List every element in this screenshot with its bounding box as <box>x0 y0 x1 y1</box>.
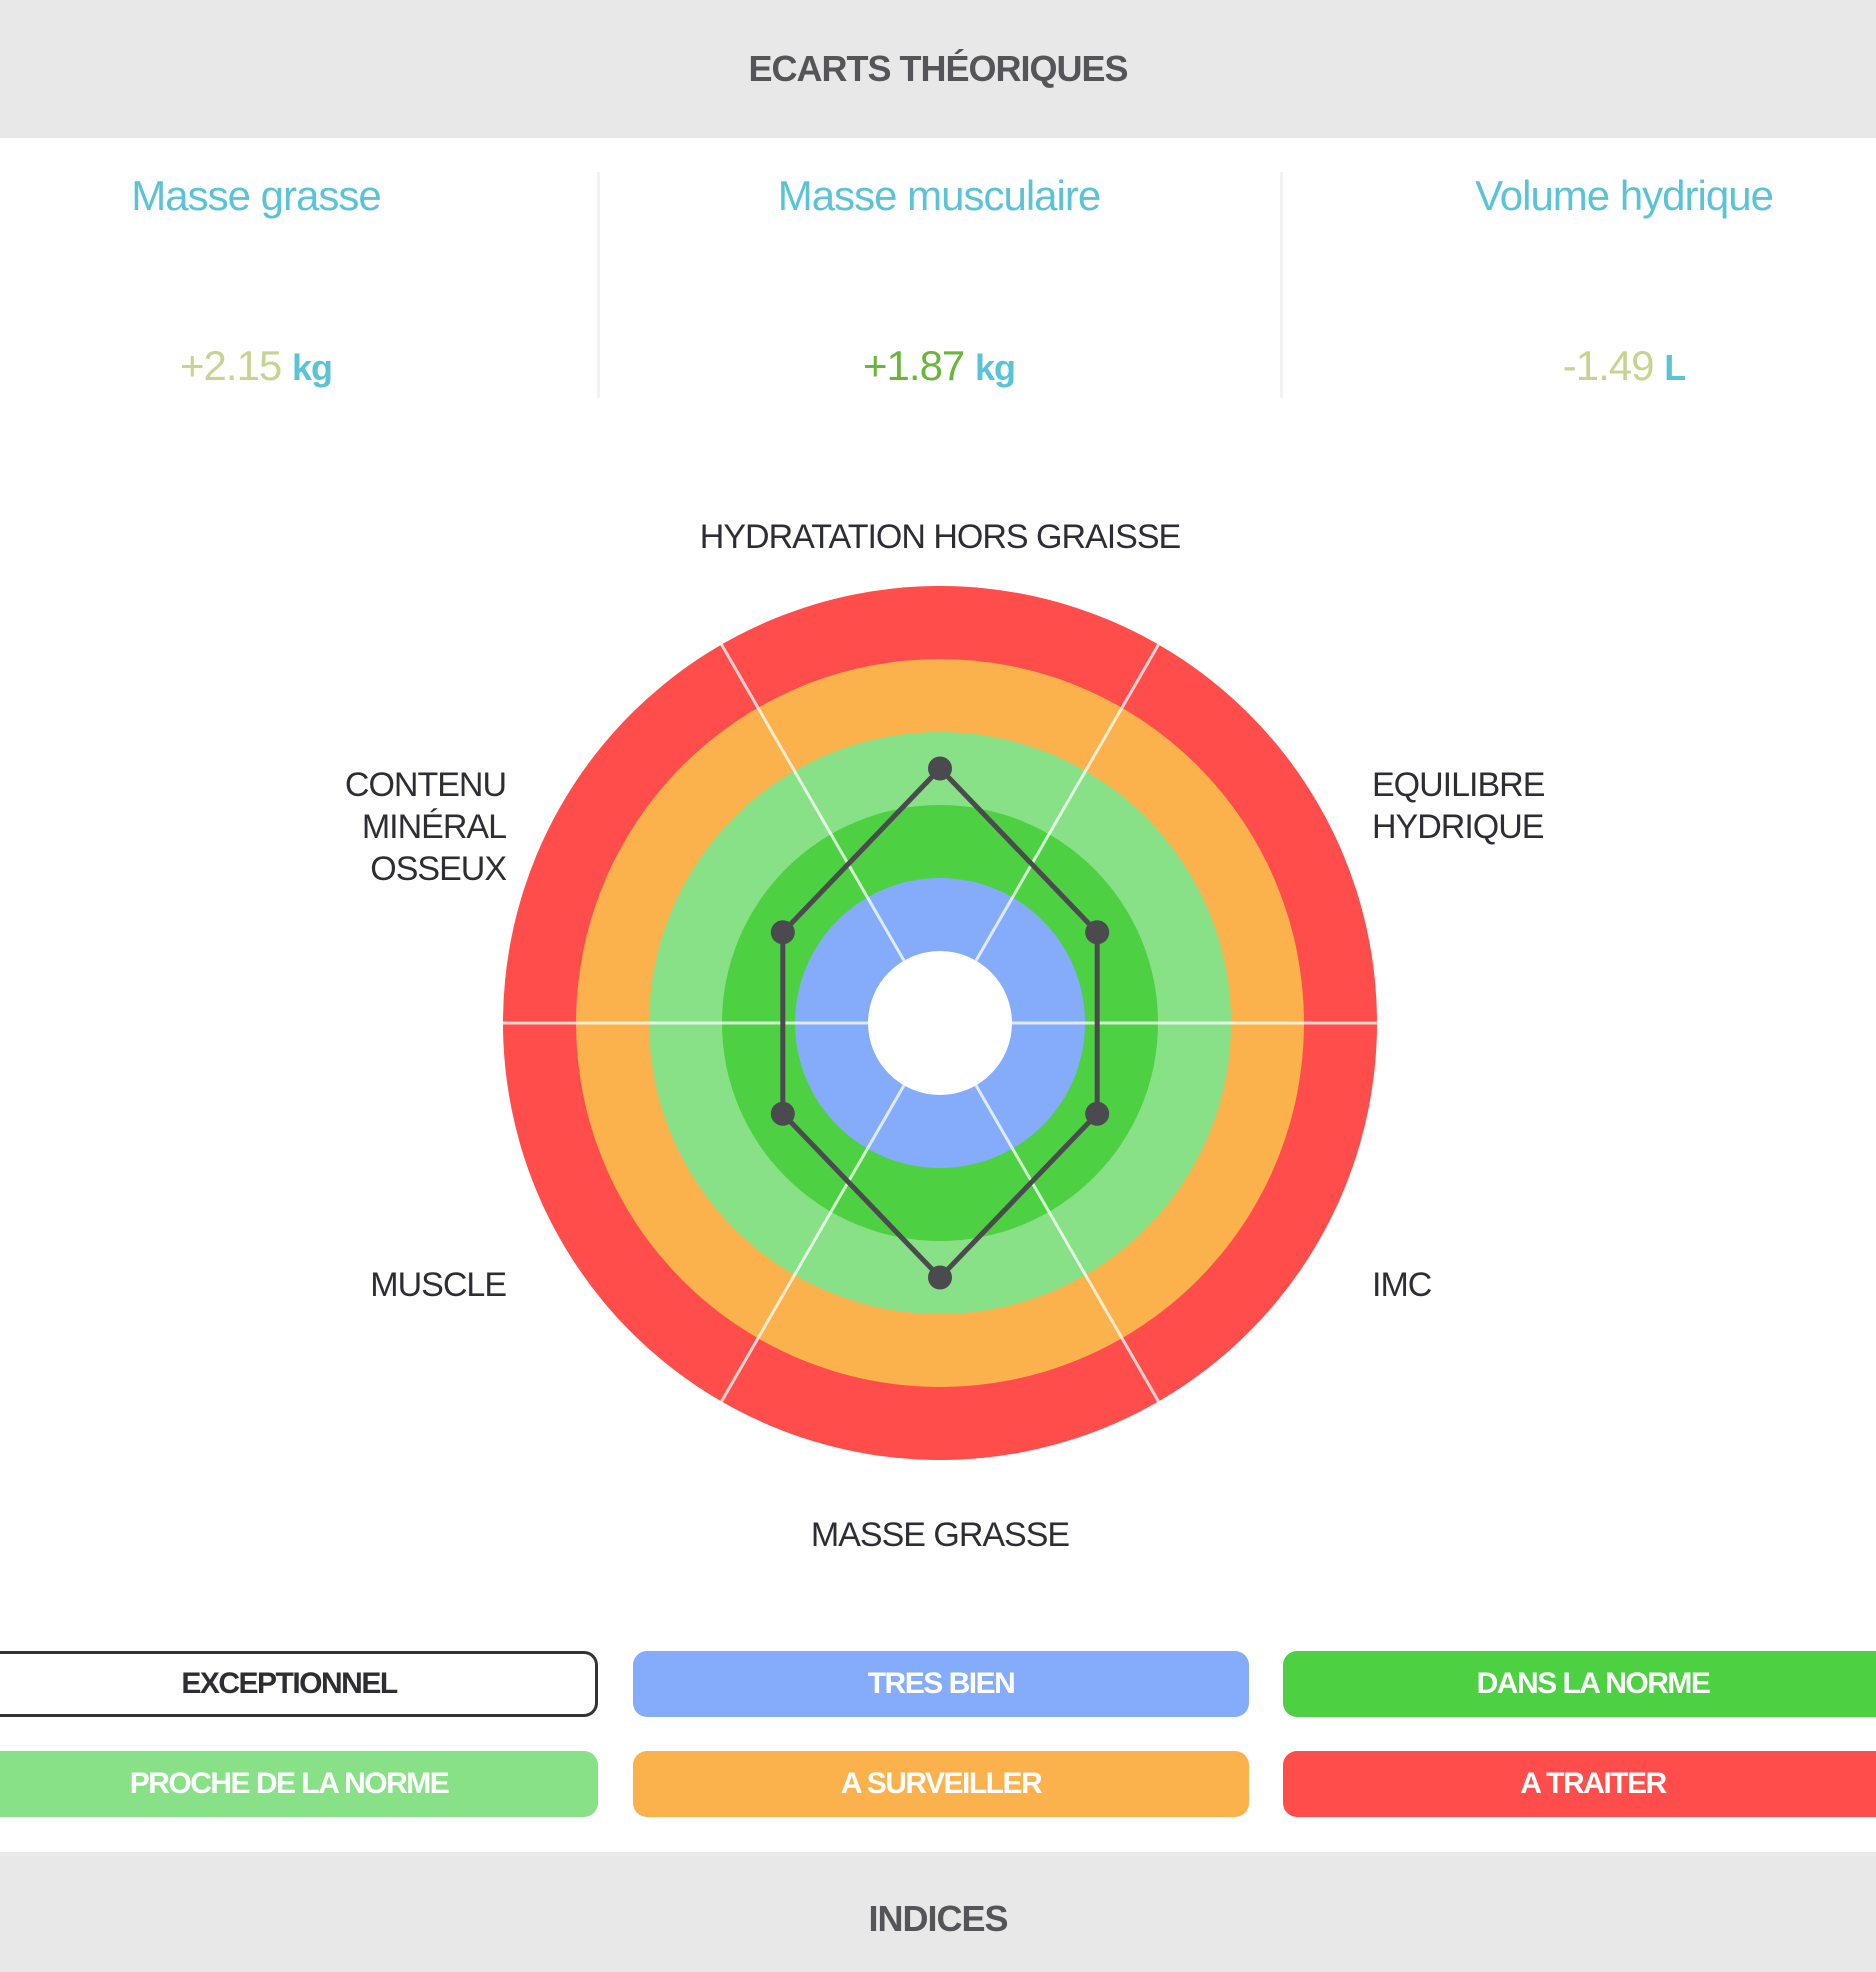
axis-label-contenu-mineral-osseux: CONTENU MINÉRAL OSSEUX <box>344 766 507 888</box>
data-point[interactable] <box>770 1101 795 1126</box>
metrics-row: Masse grasse +2.15 kg Masse musculaire +… <box>0 172 1876 398</box>
axis-label-hydratation: HYDRATATION HORS GRAISSE <box>699 518 1181 556</box>
sector-line <box>720 643 906 962</box>
legend-exceptionnel: EXCEPTIONNEL <box>0 1651 598 1717</box>
sector-line <box>974 643 1160 962</box>
metric-volume-hydrique: Volume hydrique -1.49 L <box>1368 172 1876 398</box>
metric-value: -1.49 L <box>1368 342 1876 390</box>
divider <box>1280 172 1283 398</box>
metric-unit: kg <box>974 347 1016 388</box>
axis-label-imc: IMC <box>1372 1266 1432 1304</box>
legend-a-surveiller: A SURVEILLER <box>633 1751 1249 1817</box>
axis-label-masse-grasse: MASSE GRASSE <box>810 1516 1070 1554</box>
metric-label: Masse grasse <box>131 172 381 219</box>
metric-value: +2.15 kg <box>0 342 512 390</box>
metric-unit: L <box>1664 347 1686 388</box>
legend-tres-bien: TRES BIEN <box>633 1651 1249 1717</box>
metric-number: +1.87 <box>863 342 965 389</box>
ring-exceptionnel <box>868 951 1012 1095</box>
legend-proche-de-la-norme: PROCHE DE LA NORME <box>0 1751 598 1817</box>
axis-label-muscle: MUSCLE <box>370 1266 507 1304</box>
section-title: INDICES <box>868 1898 1008 1939</box>
divider <box>597 172 600 398</box>
metric-number: -1.49 <box>1562 342 1655 389</box>
legend-dans-la-norme: DANS LA NORME <box>1283 1651 1876 1717</box>
axis-label-equilibre-hydrique: EQUILIBRE HYDRIQUE <box>1372 766 1545 846</box>
data-point[interactable] <box>1085 920 1110 945</box>
chart-series <box>770 756 1110 1290</box>
chart-rings <box>503 586 1377 1460</box>
radar-chart <box>503 586 1377 1460</box>
data-point[interactable] <box>928 756 952 781</box>
data-point[interactable] <box>1085 1101 1110 1126</box>
data-point[interactable] <box>770 920 795 945</box>
section-header-ecarts: ECARTS THÉORIQUES <box>0 0 1876 138</box>
metric-label: Masse musculaire <box>777 172 1101 219</box>
legend-a-traiter: A TRAITER <box>1283 1751 1876 1817</box>
metric-label: Volume hydrique <box>1475 172 1774 219</box>
section-header-indices: INDICES <box>0 1852 1876 1972</box>
metric-number: +2.15 <box>180 342 282 389</box>
data-point[interactable] <box>928 1265 952 1290</box>
metric-value: +1.87 kg <box>683 342 1195 390</box>
metric-masse-musculaire: Masse musculaire +1.87 kg <box>683 172 1195 398</box>
chart-sector-lines <box>503 643 1377 1403</box>
metric-unit: kg <box>291 347 333 388</box>
sector-line <box>720 1084 906 1403</box>
metric-masse-grasse: Masse grasse +2.15 kg <box>0 172 512 398</box>
sector-line <box>974 1084 1160 1403</box>
section-title: ECARTS THÉORIQUES <box>748 48 1128 89</box>
